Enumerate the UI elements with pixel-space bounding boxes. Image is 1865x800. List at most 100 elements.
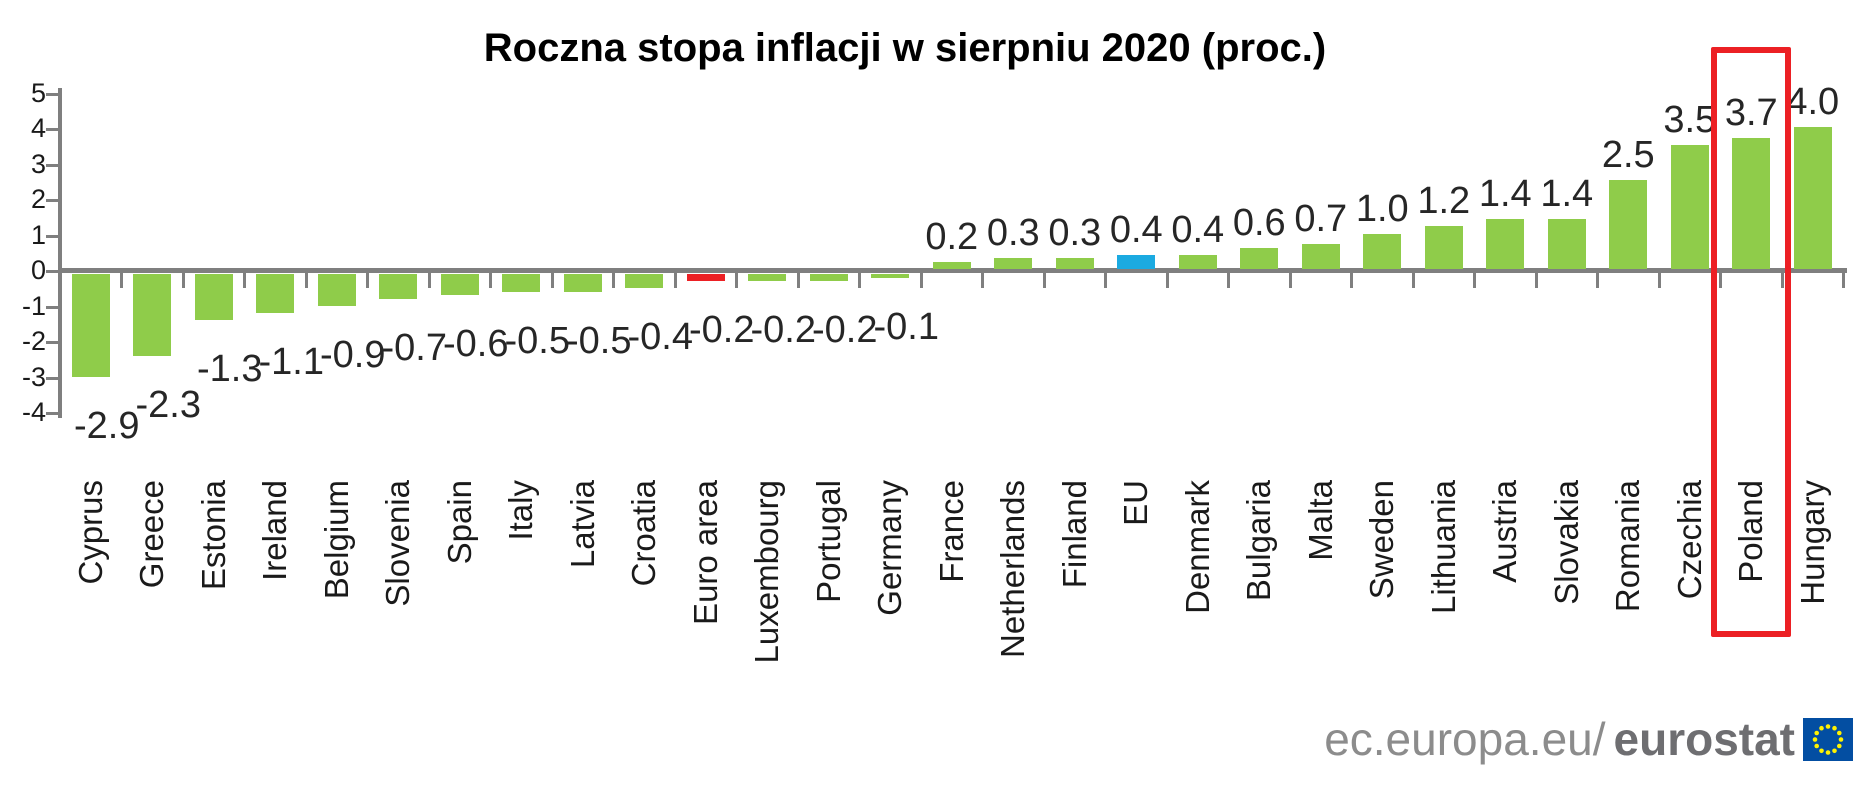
bar-sweden [1363,233,1402,269]
x-axis-tick [1657,273,1661,288]
bar-romania [1609,180,1648,269]
category-label-romania: Romania [1609,480,1647,613]
x-axis-tick [673,273,677,288]
value-label-euro-area: -0.2 [689,309,755,352]
category-label-hungary: Hungary [1793,480,1831,605]
value-label-lithuania: 1.2 [1417,180,1471,223]
bar-greece [133,274,172,356]
bar-hungary [1793,127,1832,269]
category-label-latvia: Latvia [563,480,601,569]
bar-ireland [256,274,295,314]
x-axis-tick [366,273,369,288]
eurostat-logo-prefix: ec.europa.eu/ [1324,713,1606,765]
value-label-hungary: 4.0 [1786,81,1840,123]
category-label-eu: EU [1117,480,1155,526]
y-axis-tick-label: 0 [30,255,46,285]
x-axis-tick [489,273,492,288]
bar-belgium [317,274,356,306]
x-axis-tick [550,273,554,288]
x-axis-tick [243,273,246,288]
category-label-greece: Greece [133,480,171,589]
category-label-belgium: Belgium [317,480,355,600]
x-axis-tick [858,273,861,288]
bar-italy [502,274,541,292]
bar-slovenia [379,274,418,299]
y-axis-tick-label: 5 [30,77,46,108]
x-axis-tick [1473,273,1476,288]
y-axis-tick [46,199,59,202]
x-axis-tick [120,273,123,288]
category-label-ireland: Ireland [256,480,294,581]
value-label-cyprus: -2.9 [74,404,140,447]
x-axis-zero-line [58,268,1847,273]
category-label-spain: Spain [440,480,478,565]
y-axis-tick [46,376,59,380]
bar-austria [1486,219,1525,269]
bar-france [932,261,971,269]
value-label-poland: 3.7 [1724,91,1778,134]
value-label-slovakia: 1.4 [1540,173,1594,216]
x-axis-tick [1842,273,1845,288]
bar-portugal [809,274,848,282]
highlight-box-poland [1711,47,1792,637]
value-label-slovenia: -0.7 [381,326,447,369]
x-axis-tick [181,273,185,288]
value-label-latvia: -0.5 [566,319,632,362]
category-label-czechia: Czechia [1670,480,1708,600]
y-axis-tick-label: 2 [30,184,46,214]
bar-malta [1301,244,1340,269]
y-axis-tick-label: -1 [21,290,46,321]
y-axis-tick [46,234,59,238]
eurostat-logo: ec.europa.eu/eurostat [1324,714,1853,764]
x-axis-tick [1780,273,1784,288]
x-axis-tick [1596,273,1599,288]
bar-luxembourg [748,274,787,282]
eu-flag-icon [1803,717,1853,761]
value-label-bulgaria: 0.6 [1232,201,1286,244]
category-label-lithuania: Lithuania [1424,480,1462,614]
bar-latvia [563,274,602,292]
value-label-denmark: 0.4 [1171,208,1225,251]
y-axis-tick [46,92,59,96]
value-label-france: 0.2 [925,215,979,258]
category-label-croatia: Croatia [625,480,663,587]
x-axis-tick [1350,273,1353,288]
y-axis-tick-label: -4 [21,397,46,427]
value-label-romania: 2.5 [1601,134,1655,177]
value-label-malta: 0.7 [1294,198,1348,241]
x-axis-tick [1165,273,1169,288]
x-axis-tick [1104,273,1107,288]
bar-bulgaria [1240,247,1279,269]
x-axis-tick [1042,273,1046,288]
y-axis-tick-label: 4 [30,113,46,143]
x-axis-tick [1719,273,1722,288]
y-axis-tick [46,163,59,167]
category-label-austria: Austria [1486,480,1524,583]
category-label-cyprus: Cyprus [71,480,109,585]
value-label-italy: -0.5 [504,319,570,362]
bar-cyprus [71,274,110,377]
y-axis-tick [46,128,59,131]
category-label-malta: Malta [1301,480,1339,561]
y-axis [58,88,62,418]
bar-eu [1117,254,1156,269]
value-label-luxembourg: -0.2 [750,309,816,352]
category-label-finland: Finland [1055,480,1093,589]
value-label-ireland: -1.1 [258,341,324,384]
value-label-estonia: -1.3 [197,348,263,391]
x-axis-tick [735,273,738,288]
value-label-croatia: -0.4 [627,316,693,359]
y-axis-tick-label: -3 [21,361,46,392]
bar-denmark [1178,254,1217,269]
x-axis-tick [58,273,62,288]
value-label-netherlands: 0.3 [986,212,1040,255]
bar-poland [1732,137,1771,269]
y-axis-tick [46,341,59,344]
x-axis-tick [1227,273,1230,288]
y-axis-tick-label: -2 [21,326,46,356]
category-label-denmark: Denmark [1178,480,1216,614]
x-axis-tick [304,273,308,288]
y-axis-tick [46,270,59,273]
y-axis-tick-label: 1 [30,219,46,250]
x-axis-tick [1288,273,1292,288]
